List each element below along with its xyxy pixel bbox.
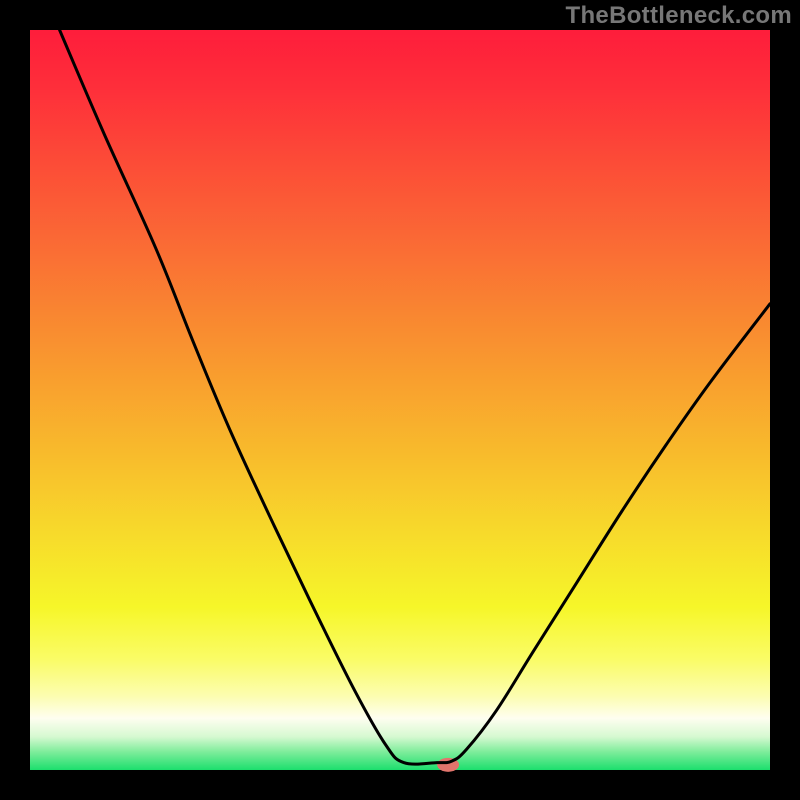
bottleneck-chart	[0, 0, 800, 800]
watermark-text: TheBottleneck.com	[566, 2, 792, 30]
chart-background	[30, 30, 770, 770]
chart-frame: { "watermark": { "text": "TheBottleneck.…	[0, 0, 800, 800]
